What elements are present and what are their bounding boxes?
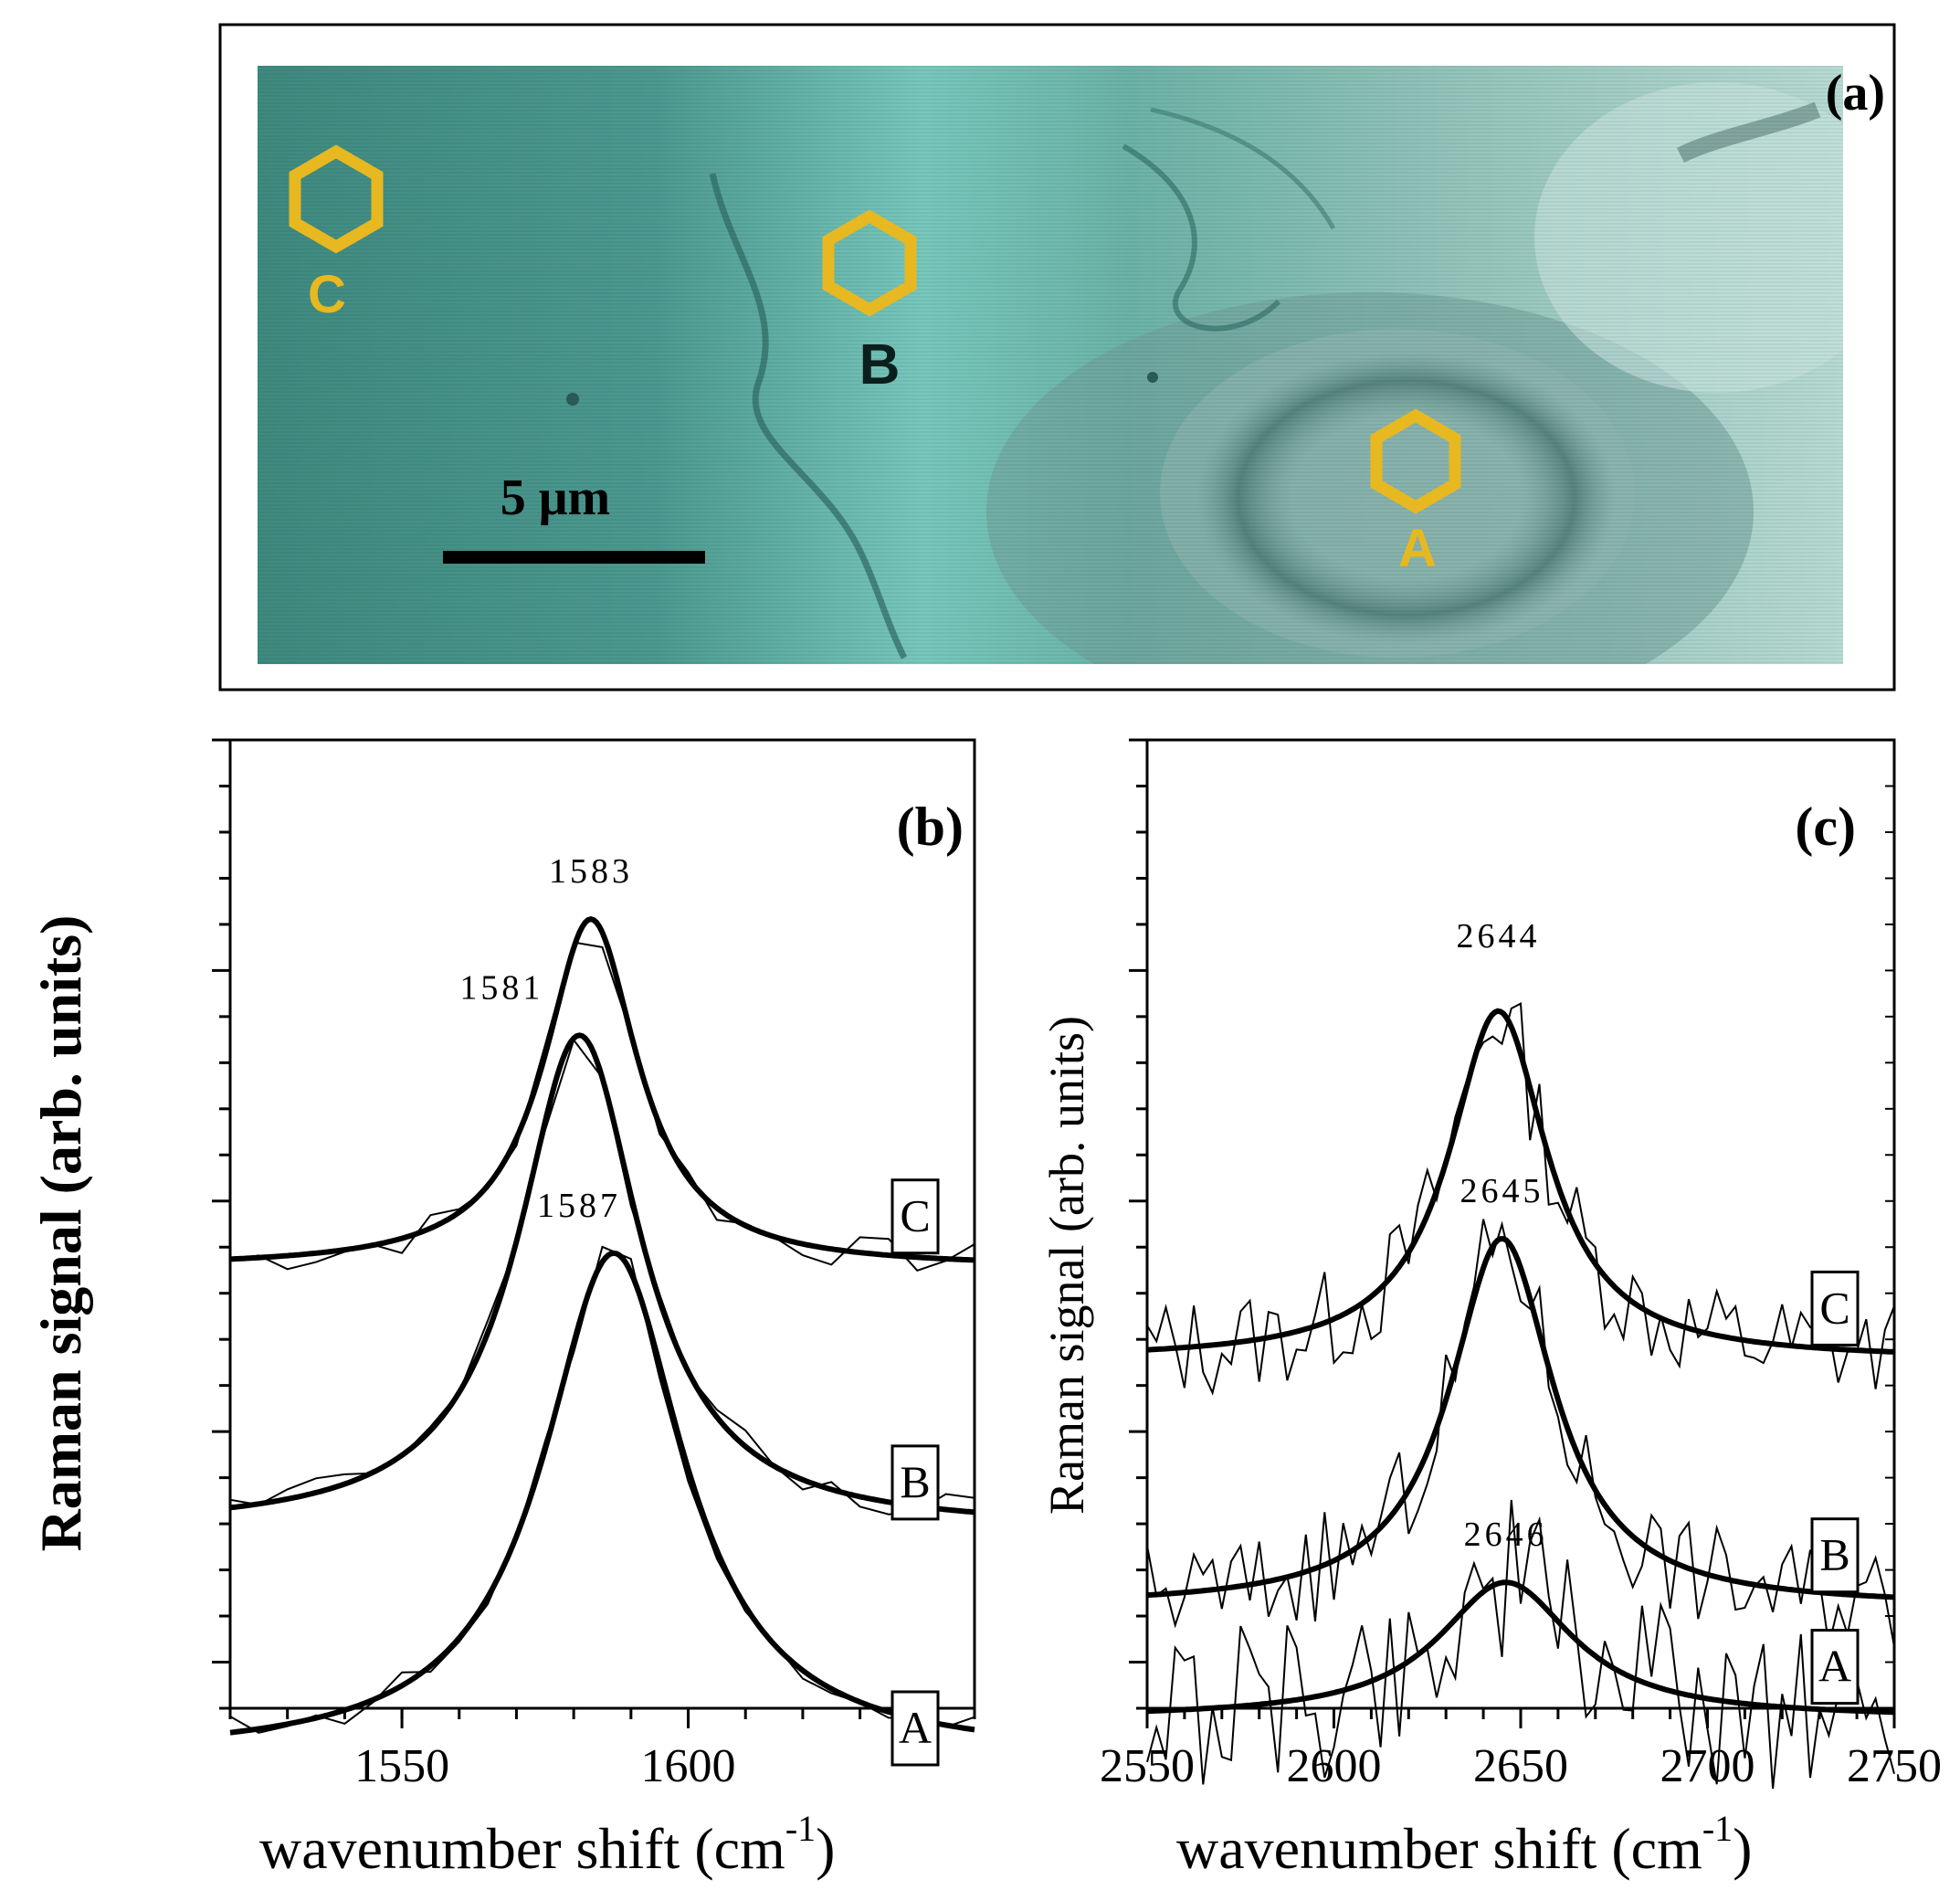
chart-c-xlabel: wavenumber shift (cm-1): [1176, 1808, 1752, 1881]
chart-b-xtick-label: 1600: [641, 1740, 736, 1792]
chart-b-xlabel-close: ): [816, 1816, 835, 1881]
marker-c: C: [289, 144, 384, 324]
chart-b-fit-B: [229, 1032, 975, 1516]
chart-c-xlabel-sup: -1: [1702, 1808, 1733, 1849]
hexagon-icon: [289, 144, 384, 254]
scale-bar: [443, 551, 705, 564]
chart-b-xlabel: wavenumber shift (cm-1): [259, 1808, 835, 1881]
chart-c-series-label-box-A: [1810, 1629, 1860, 1706]
chart-b-series-label-C: C: [900, 1190, 930, 1241]
chart-c-xlabel-text: wavenumber shift (cm: [1176, 1816, 1702, 1881]
chart-c-fit-C: [1146, 1008, 1895, 1355]
hexagon-icon: [1370, 408, 1461, 514]
chart-c-ylabel: Raman signal (arb. units): [1039, 1016, 1094, 1515]
chart-c-series-label-C: C: [1819, 1282, 1849, 1333]
chart-b-trace-B: [229, 1038, 975, 1516]
chart-c-xtick-label: 2750: [1847, 1740, 1942, 1792]
chart-b-xlabel-sup: -1: [785, 1808, 816, 1849]
chart-b-fit-A: [229, 1250, 975, 1736]
chart-c-trace-A: [1146, 1499, 1895, 1790]
chart-c-trace-C: [1146, 1002, 1895, 1396]
chart-c-panel-tag: (c): [1795, 797, 1856, 857]
chart-b-peak-label-C: 1583: [549, 852, 633, 891]
chart-b-trace-A: [229, 1245, 975, 1734]
chart-c-peak-label-C: 2644: [1456, 917, 1540, 956]
scale-bar-label: 5 μm: [501, 470, 610, 526]
chart-c-peak-label-A: 2646: [1464, 1516, 1548, 1554]
chart-c-series-label-B: B: [1819, 1529, 1849, 1580]
chart-b-fit-C: [229, 915, 975, 1263]
chart-b-peak-label-A: 1587: [537, 1187, 621, 1225]
chart-c-trace-B: [1146, 1219, 1895, 1647]
chart-b-series-label-box-A: [890, 1690, 940, 1767]
chart-c-series-label-A: A: [1818, 1641, 1851, 1692]
chart-b-xlabel-text: wavenumber shift (cm: [259, 1816, 785, 1881]
marker-c-label: C: [308, 265, 346, 324]
chart-b: 1550 1600 C 1583 B 1581 A 1587 (b) Raman signal…: [28, 738, 976, 1881]
chart-c-peak-label-B: 2645: [1460, 1172, 1544, 1210]
marker-a-label: A: [1398, 519, 1437, 578]
chart-b-series-label-A: A: [899, 1702, 932, 1753]
chart-c-xtick-label: 2700: [1660, 1740, 1755, 1792]
micrograph-image: [258, 66, 1843, 664]
panel-a-tag: (a): [1826, 65, 1885, 121]
chart-c-xlabel-close: ): [1733, 1816, 1752, 1881]
chart-c-series-label-box-C: [1810, 1270, 1860, 1347]
panel-a: (a) C B A 5 μm: [218, 23, 1896, 692]
chart-b-xtick-label: 1550: [354, 1740, 449, 1792]
chart-c-xtick-label: 2550: [1100, 1740, 1195, 1792]
chart-c-series-label-box-B: [1810, 1517, 1860, 1594]
chart-b-panel-tag: (b): [897, 797, 964, 857]
chart-b-series-label-box-B: [890, 1444, 940, 1521]
chart-c-fit-A: [1146, 1579, 1894, 1716]
chart-b-plot: 1550 1600 C 1583 B 1581 A 1587: [212, 738, 976, 1792]
marker-a: A: [1370, 408, 1461, 578]
hexagon-icon: [822, 209, 917, 317]
chart-b-series-label-box-C: [890, 1178, 940, 1255]
chart-b-frame: [228, 738, 976, 1710]
chart-c-xtick-label: 2650: [1473, 1740, 1568, 1792]
marker-b-label: B: [859, 333, 901, 396]
marker-b: B: [822, 209, 917, 396]
chart-b-ylabel: Raman signal (arb. units): [28, 915, 93, 1552]
chart-b-peak-label-B: 1581: [459, 968, 543, 1007]
chart-c-fit-B: [1146, 1236, 1895, 1600]
chart-b-series-label-B: B: [900, 1456, 930, 1507]
